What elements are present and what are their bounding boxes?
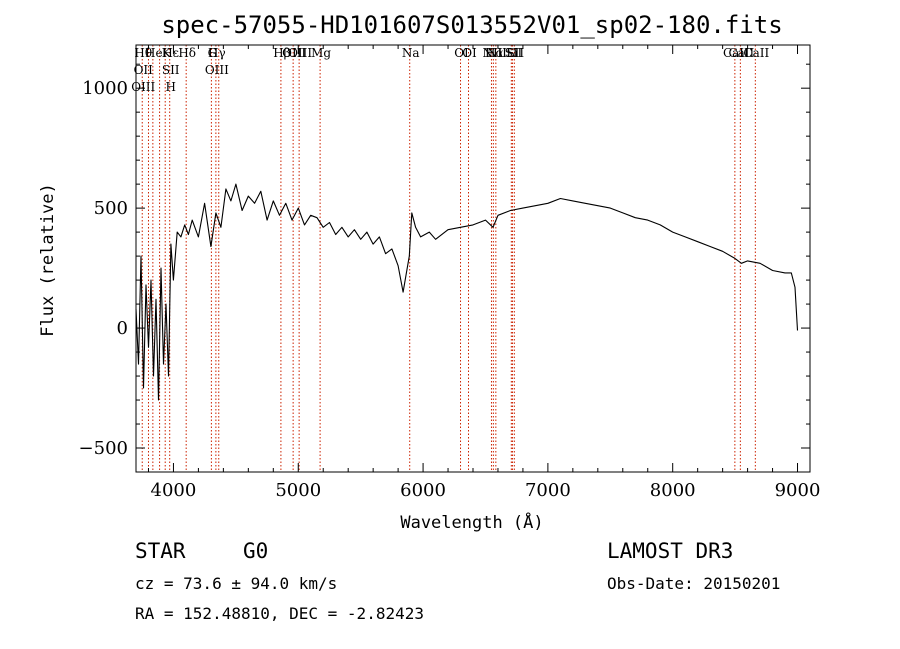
series-layer: [135, 183, 799, 401]
series-line-flux: [135, 183, 799, 401]
x-tick-label: 5000: [275, 480, 321, 501]
line-marker-label: CaII: [728, 46, 754, 60]
y-axis-label: Flux (relative): [38, 183, 58, 337]
line-marker-label: OIII: [288, 46, 312, 60]
x-tick-label: 7000: [525, 480, 571, 501]
survey-name: LAMOST DR3: [607, 539, 734, 563]
line-marker-label: OI: [454, 46, 469, 60]
y-tick-label: 1000: [82, 78, 128, 99]
line-marker-label: OIII: [205, 63, 229, 77]
y-tick-label: −500: [79, 438, 128, 459]
line-marker-label: Hε: [162, 46, 179, 60]
x-tick-label: 8000: [650, 480, 696, 501]
line-marker-label: Na: [402, 46, 420, 60]
x-tick-label: 9000: [775, 480, 821, 501]
line-marker-label: Hθ: [134, 46, 152, 60]
line-marker-label: CaII: [723, 46, 749, 60]
object-subclass: G0: [243, 539, 269, 563]
axis-ticks: 4000 5000 6000 7000 8000 9000 −500 0 500 1000: [79, 45, 821, 501]
line-marker-label: Mg: [311, 46, 331, 60]
x-tick-label: 4000: [151, 480, 197, 501]
coords-text: RA = 152.48810, DEC = -2.82423: [135, 604, 424, 623]
object-class: STAR: [135, 539, 186, 563]
y-tick-label: 0: [117, 318, 128, 339]
x-tick-label: 6000: [400, 480, 446, 501]
line-marker-label: SII: [506, 46, 524, 60]
line-marker-label: H: [165, 80, 175, 94]
chart-title: spec-57055-HD101607S013552V01_sp02-180.f…: [161, 11, 782, 39]
line-marker-label: SII: [162, 63, 180, 77]
line-marker-label: OIII: [131, 80, 155, 94]
line-marker-label: Hα: [485, 46, 504, 60]
line-marker-label: CaII: [743, 46, 769, 60]
obs-date-text: Obs-Date: 20150201: [607, 574, 781, 593]
y-tick-label: 500: [94, 198, 128, 219]
line-marker-label: Hγ: [208, 46, 226, 60]
line-marker-label: Hβ: [273, 46, 290, 60]
line-marker-label: NII: [482, 46, 502, 60]
line-marker-label: He: [145, 46, 163, 60]
plot-frame: [135, 44, 811, 473]
line-marker-label: NII: [487, 46, 507, 60]
line-markers: [141, 45, 756, 472]
line-marker-label: G: [208, 46, 218, 60]
line-marker-label: OIII: [282, 46, 306, 60]
x-axis-label: Wavelength (Å): [400, 511, 543, 533]
line-marker-label: Li: [506, 46, 518, 60]
line-marker-label: K: [162, 46, 172, 60]
line-marker-label: OI: [462, 46, 477, 60]
line-marker-label: OII: [134, 63, 154, 77]
line-marker-label: SII: [505, 46, 523, 60]
line-marker-label: Hδ: [178, 46, 196, 60]
redshift-text: cz = 73.6 ± 94.0 km/s: [135, 574, 338, 593]
